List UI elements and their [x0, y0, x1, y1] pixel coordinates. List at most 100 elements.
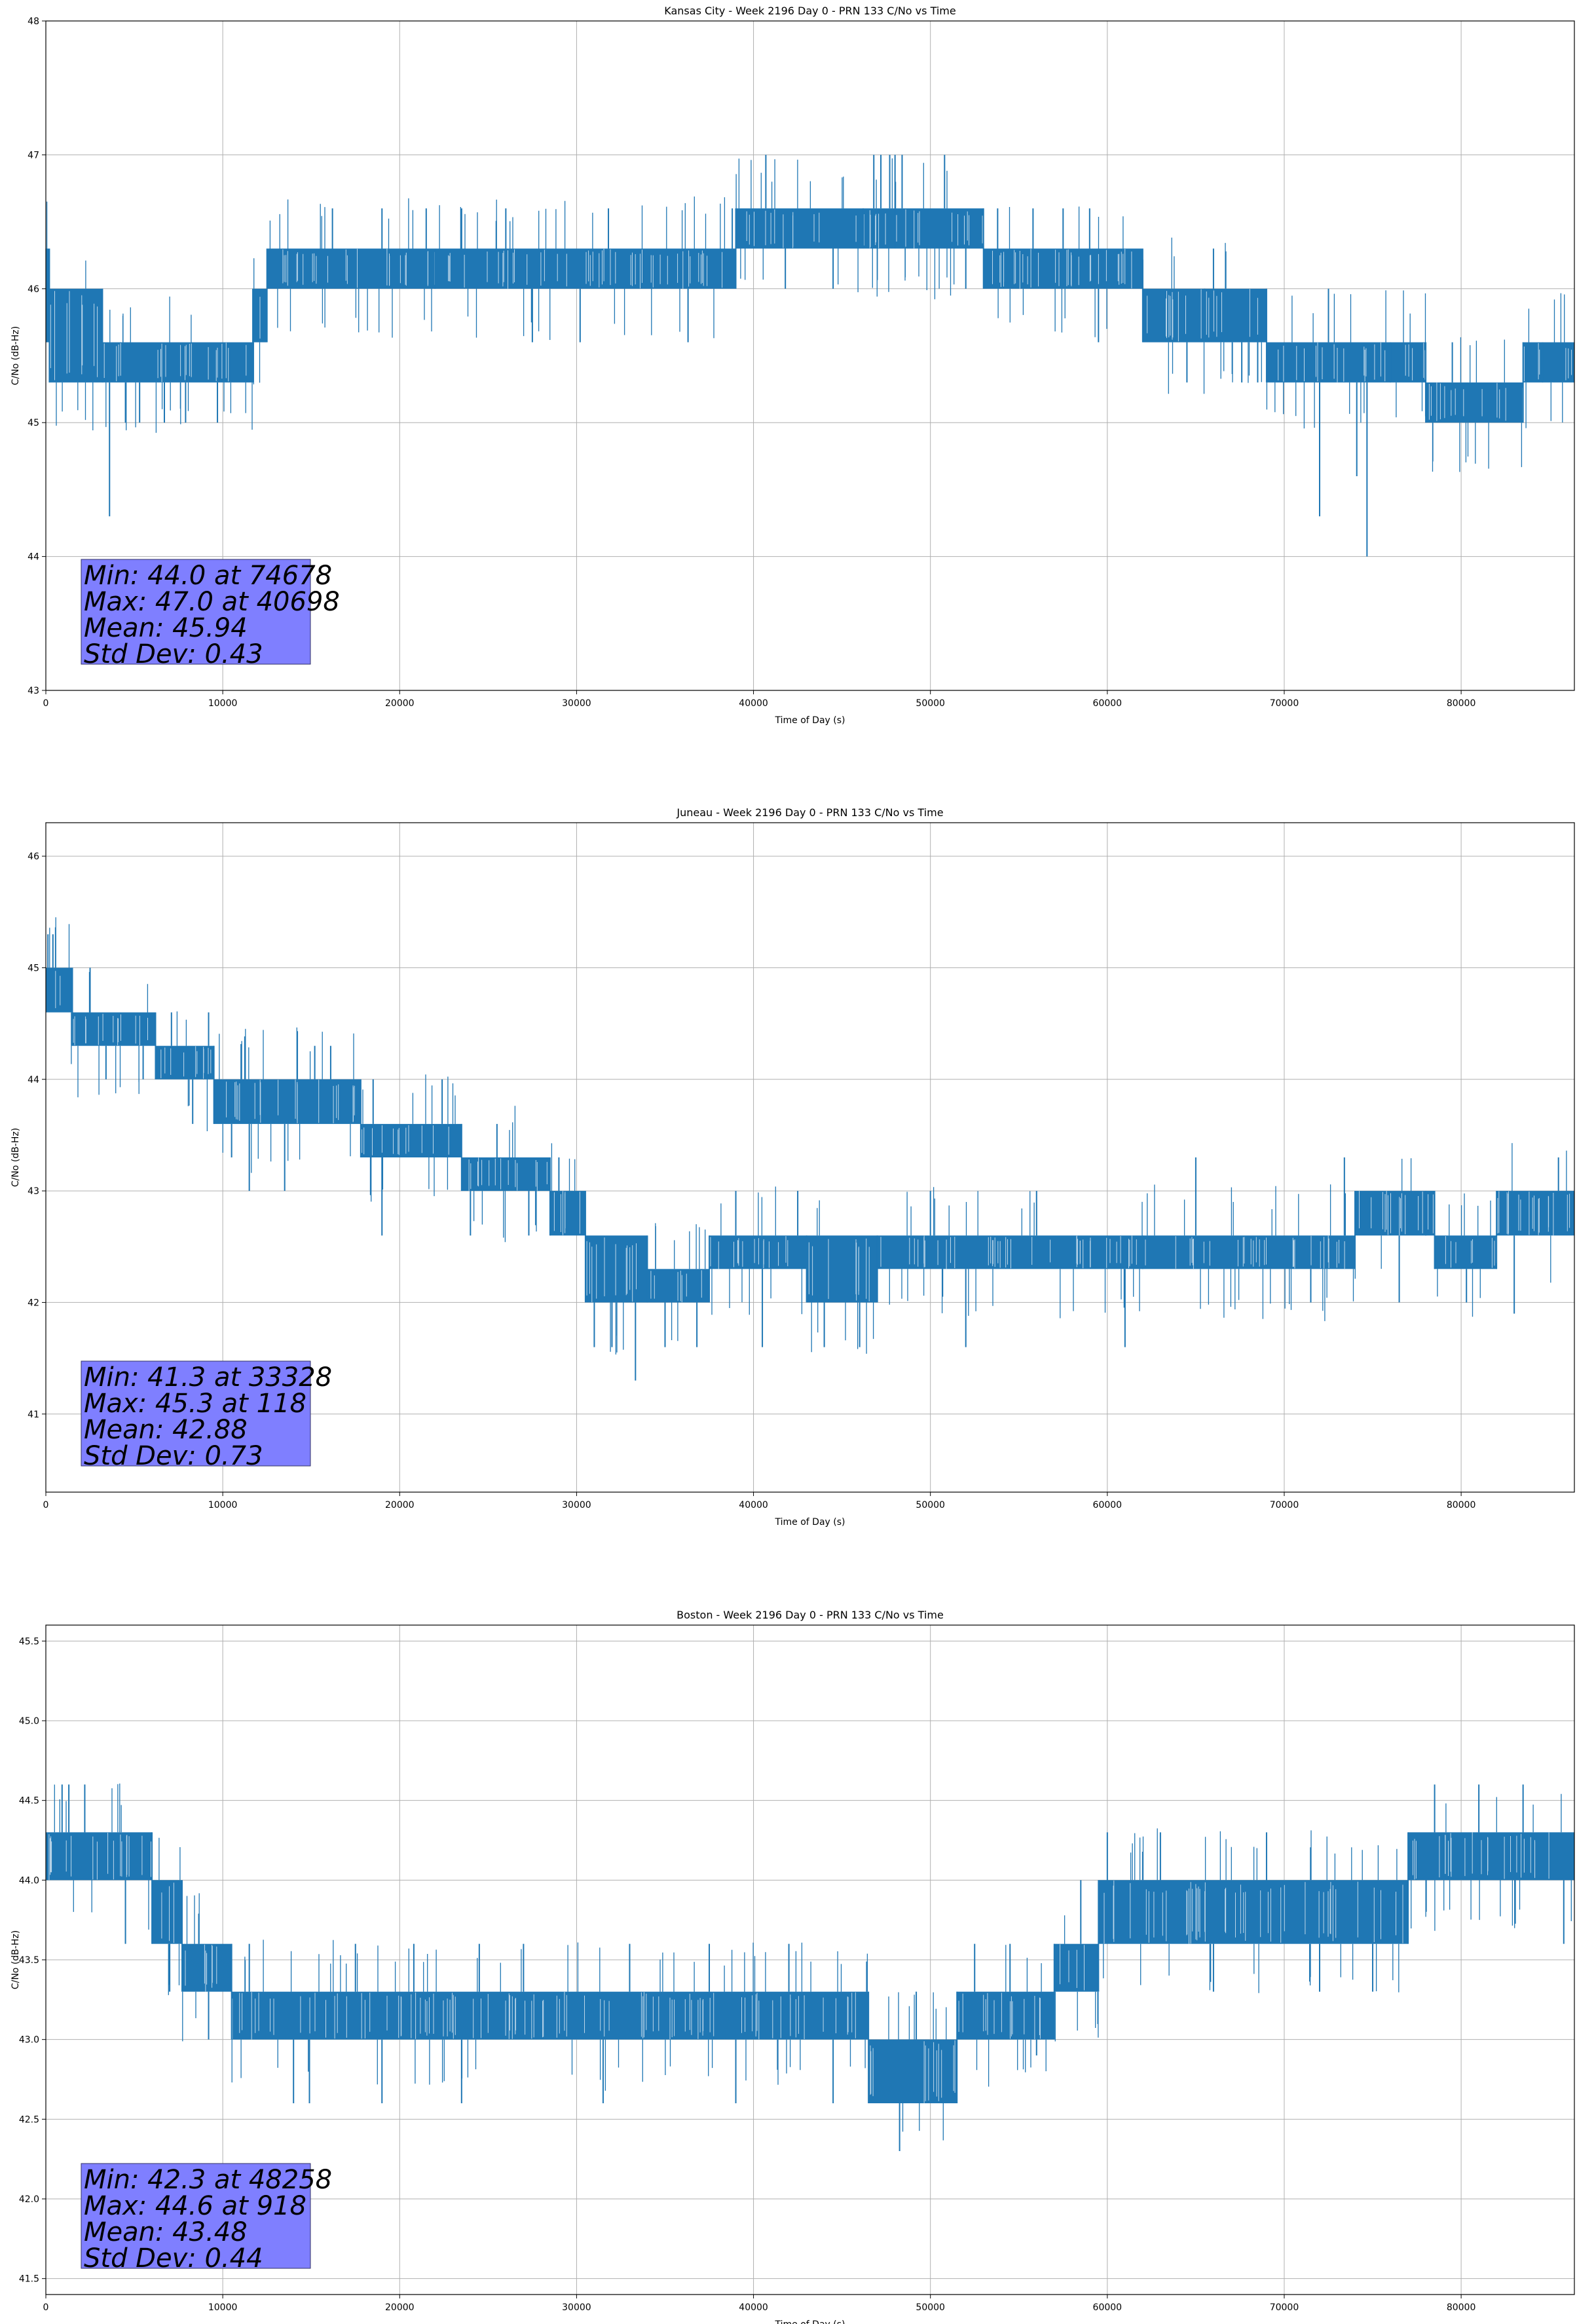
data-band: [435, 248, 736, 289]
stats-line: Std Dev: 0.43: [84, 639, 263, 669]
data-band: [983, 248, 1143, 289]
data-band: [1496, 1191, 1574, 1236]
data-band: [231, 1991, 869, 2040]
y-tick-label: 44.0: [19, 1875, 39, 1886]
chart-panel-1: 0 10000 20000 30000 40000 50000 60000 70000 8000…: [10, 5, 1575, 726]
data-band: [1434, 1235, 1497, 1269]
y-tick-label: 45: [28, 418, 39, 428]
y-tick-label: 47: [28, 150, 39, 160]
x-tick-label: 70000: [1270, 1500, 1299, 1510]
y-tick-label: 43: [28, 686, 39, 696]
stats-box: [81, 559, 311, 665]
y-tick-label: 44: [28, 1075, 39, 1085]
data-band: [735, 208, 895, 249]
stats-line: Min: 41.3 at 33328: [84, 1362, 332, 1393]
x-tick-label: 80000: [1447, 1500, 1476, 1510]
stats-box: [81, 1360, 311, 1467]
x-tick-label: 70000: [1270, 2302, 1299, 2313]
y-tick-label: 45.0: [19, 1716, 39, 1727]
data-band: [46, 248, 50, 343]
stats-line: Min: 42.3 at 48258: [84, 2165, 332, 2195]
x-tick-label: 60000: [1093, 698, 1122, 709]
y-tick-label: 43.5: [19, 1955, 39, 1966]
stats-line: Max: 44.6 at 918: [84, 2191, 306, 2221]
band-texture: [48, 1832, 1549, 2103]
y-tick-label: 48: [28, 16, 39, 27]
data-band: [1054, 1943, 1099, 1992]
y-tick-label: 41.5: [19, 2274, 39, 2285]
y-tick-label: 42.5: [19, 2114, 39, 2125]
x-tick-label: 80000: [1447, 2302, 1476, 2313]
cno-series: [46, 1783, 1574, 2151]
chart-panel-3: 0 10000 20000 30000 40000 50000 60000 70000 8000…: [10, 1609, 1575, 2324]
stats-line: Min: 44.0 at 74678: [84, 561, 332, 591]
x-tick-label: 10000: [208, 698, 238, 709]
y-tick-label: 43.0: [19, 2035, 39, 2046]
data-band: [1523, 342, 1574, 383]
x-axis-label: Time of Day (s): [775, 2319, 845, 2324]
x-tick-label: 10000: [208, 2302, 238, 2313]
data-band: [46, 1832, 153, 1881]
stats-line: Mean: 45.94: [84, 613, 248, 643]
data-band: [1098, 1880, 1409, 1944]
data-band: [877, 1235, 1143, 1269]
data-band: [585, 1235, 648, 1303]
data-band: [152, 1880, 183, 1944]
data-band: [1142, 1235, 1356, 1269]
data-band: [1408, 1832, 1574, 1881]
stats-line: Mean: 43.48: [84, 2217, 248, 2247]
x-tick-label: 50000: [916, 698, 945, 709]
y-tick-label: 46: [28, 852, 39, 862]
axes-frame: [45, 20, 1575, 691]
data-band: [895, 208, 984, 249]
data-band: [1204, 288, 1267, 343]
data-band: [72, 1012, 156, 1046]
x-tick-label: 40000: [739, 1500, 768, 1510]
data-band: [1142, 288, 1205, 343]
stats-line: Max: 45.3 at 118: [84, 1389, 306, 1419]
chart-title: Kansas City - Week 2196 Day 0 - PRN 133 …: [664, 5, 955, 17]
y-tick-label: 45: [28, 963, 39, 973]
band-texture: [55, 971, 1570, 1302]
y-tick-label: 46: [28, 284, 39, 295]
cno-series: [46, 155, 1574, 557]
data-band: [461, 1157, 550, 1191]
stats-line: Std Dev: 0.73: [84, 1441, 263, 1471]
cno-series: [46, 917, 1574, 1381]
x-tick-label: 50000: [916, 2302, 945, 2313]
data-band: [49, 288, 103, 383]
data-band: [868, 2039, 957, 2103]
x-tick-label: 20000: [385, 2302, 415, 2313]
x-tick-label: 60000: [1093, 2302, 1122, 2313]
data-band: [709, 1235, 807, 1269]
data-band: [102, 342, 253, 383]
chart-title: Juneau - Week 2196 Day 0 - PRN 133 C/No …: [676, 806, 943, 819]
axes-frame: [45, 822, 1575, 1493]
stats-line: Std Dev: 0.44: [84, 2243, 263, 2274]
y-tick-label: 42.0: [19, 2194, 39, 2205]
y-tick-label: 41: [28, 1410, 39, 1420]
band-excursions: [54, 1783, 1572, 2141]
data-band: [46, 967, 73, 1013]
band-texture: [50, 209, 1572, 421]
data-band: [1355, 1191, 1435, 1236]
x-tick-label: 30000: [562, 698, 591, 709]
stats-box: [81, 2163, 311, 2269]
stats-line: Max: 47.0 at 40698: [84, 587, 340, 617]
y-tick-label: 44.5: [19, 1796, 39, 1807]
chart-title: Boston - Week 2196 Day 0 - PRN 133 C/No …: [677, 1609, 944, 1621]
band-excursions: [49, 917, 1567, 1355]
data-band: [1426, 382, 1523, 423]
x-tick-label: 0: [43, 698, 49, 709]
data-band: [957, 1991, 1054, 2040]
x-tick-label: 50000: [916, 1500, 945, 1510]
data-band: [1266, 342, 1426, 383]
data-band: [360, 1123, 462, 1157]
data-band: [647, 1269, 710, 1303]
stats-line: Mean: 42.88: [84, 1415, 248, 1445]
x-tick-label: 10000: [208, 1500, 238, 1510]
x-tick-label: 0: [43, 1500, 49, 1510]
x-tick-label: 20000: [385, 1500, 415, 1510]
x-axis-label: Time of Day (s): [775, 715, 845, 726]
x-tick-label: 40000: [739, 698, 768, 709]
